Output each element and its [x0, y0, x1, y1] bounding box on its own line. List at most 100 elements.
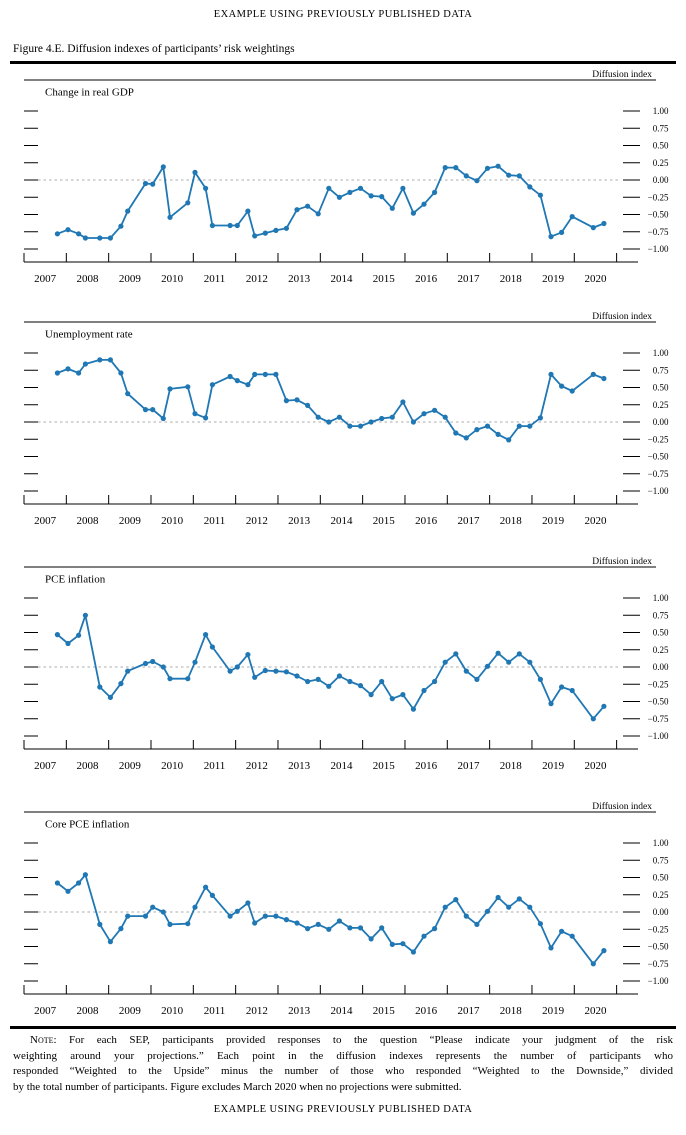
data-point: [65, 888, 71, 894]
data-point: [527, 184, 533, 190]
data-point: [262, 371, 268, 377]
x-tick-label: 2015: [373, 273, 396, 285]
data-point: [559, 684, 565, 690]
data-point: [326, 419, 332, 425]
data-point: [590, 961, 596, 967]
data-point: [601, 375, 607, 382]
y-tick-label: 0.50: [653, 873, 669, 883]
data-point: [252, 371, 258, 377]
x-tick-label: 2012: [246, 1005, 268, 1017]
chart-title: Unemployment rate: [45, 329, 133, 341]
data-point: [601, 948, 607, 954]
data-point: [421, 411, 427, 417]
y-tick-label: 0.50: [653, 383, 669, 393]
data-point: [432, 407, 438, 413]
data-point: [347, 189, 353, 195]
data-point: [506, 659, 512, 665]
data-point: [506, 437, 512, 443]
x-tick-label: 2017: [457, 760, 480, 772]
x-tick-label: 2007: [34, 760, 57, 772]
y-tick-label: −1.00: [648, 486, 669, 496]
data-point: [379, 194, 385, 200]
x-tick-label: 2014: [330, 273, 353, 285]
data-point: [432, 189, 438, 195]
y-tick-label: −0.75: [648, 714, 669, 724]
data-point: [569, 933, 575, 939]
y-tick-label: −0.25: [648, 924, 669, 934]
data-point: [389, 205, 395, 211]
y-tick-label: −0.75: [648, 227, 669, 237]
data-point: [484, 423, 491, 429]
data-point: [442, 904, 448, 910]
data-point: [150, 407, 156, 413]
data-point: [160, 164, 166, 170]
data-point: [245, 900, 251, 906]
data-point: [527, 423, 533, 429]
x-tick-label: 2010: [161, 1005, 184, 1017]
y-tick-label: −1.00: [648, 731, 669, 741]
data-point: [97, 921, 103, 927]
data-point: [463, 668, 469, 674]
data-point: [203, 415, 209, 421]
data-point: [432, 678, 438, 685]
data-point: [118, 681, 124, 687]
data-point: [273, 668, 279, 674]
note-line: by the total number of participants. Fig…: [13, 1081, 462, 1094]
chart-panel-pce-inflation: Diffusion index PCE inflation 1.00 0.75 0.50…: [23, 556, 669, 772]
y-tick-label: 0.75: [653, 855, 669, 865]
series-line: [56, 873, 605, 965]
chart-title: Change in real GDP: [45, 87, 134, 99]
data-point: [65, 227, 71, 233]
data-point: [569, 687, 575, 694]
data-point: [368, 193, 374, 199]
data-point: [442, 659, 448, 665]
data-point: [97, 235, 103, 241]
data-point: [442, 414, 448, 420]
x-tick-label: 2011: [204, 760, 226, 772]
bottom-rule: [10, 1026, 676, 1029]
y-tick-label: 1.00: [653, 593, 669, 603]
data-point: [305, 678, 311, 685]
x-tick-label: 2014: [330, 760, 353, 772]
data-point: [160, 415, 166, 422]
data-point: [336, 194, 342, 200]
chart-panel-unemployment-rate: Diffusion index Unemployment rate 1.00 0.75…: [23, 311, 669, 527]
data-point: [495, 163, 501, 169]
data-point: [76, 632, 82, 638]
data-point: [400, 692, 406, 698]
data-point: [76, 370, 82, 376]
data-point: [357, 423, 364, 429]
top-rule: [10, 61, 676, 64]
x-tick-label: 2008: [76, 1005, 99, 1017]
y-tick-label: 0.25: [653, 890, 669, 900]
data-point: [142, 180, 149, 187]
data-point: [421, 201, 427, 207]
data-point: [125, 668, 131, 674]
data-point: [125, 913, 131, 919]
data-point: [474, 676, 480, 682]
x-tick-label: 2018: [500, 760, 523, 772]
data-point: [400, 185, 406, 191]
data-point: [227, 222, 233, 229]
data-point: [167, 214, 173, 220]
figure-note: Note: For each SEP, participants provide…: [13, 1033, 673, 1096]
y-tick-label: 1.00: [653, 838, 669, 848]
y-tick-label: 1.00: [653, 106, 669, 116]
series-line: [56, 165, 605, 239]
data-point: [368, 419, 374, 425]
data-point: [54, 632, 61, 638]
data-point: [379, 925, 385, 931]
data-point: [185, 676, 191, 682]
data-point: [234, 222, 240, 229]
data-point: [453, 651, 459, 657]
data-point: [167, 676, 173, 682]
data-point: [107, 694, 113, 700]
y-tick-label: −0.25: [648, 434, 669, 444]
data-point: [283, 398, 289, 404]
x-tick-label: 2011: [204, 273, 226, 285]
data-point: [357, 185, 364, 191]
y-tick-label: −0.25: [648, 192, 669, 202]
x-tick-label: 2020: [584, 760, 607, 772]
data-point: [347, 925, 353, 931]
data-point: [495, 650, 501, 656]
